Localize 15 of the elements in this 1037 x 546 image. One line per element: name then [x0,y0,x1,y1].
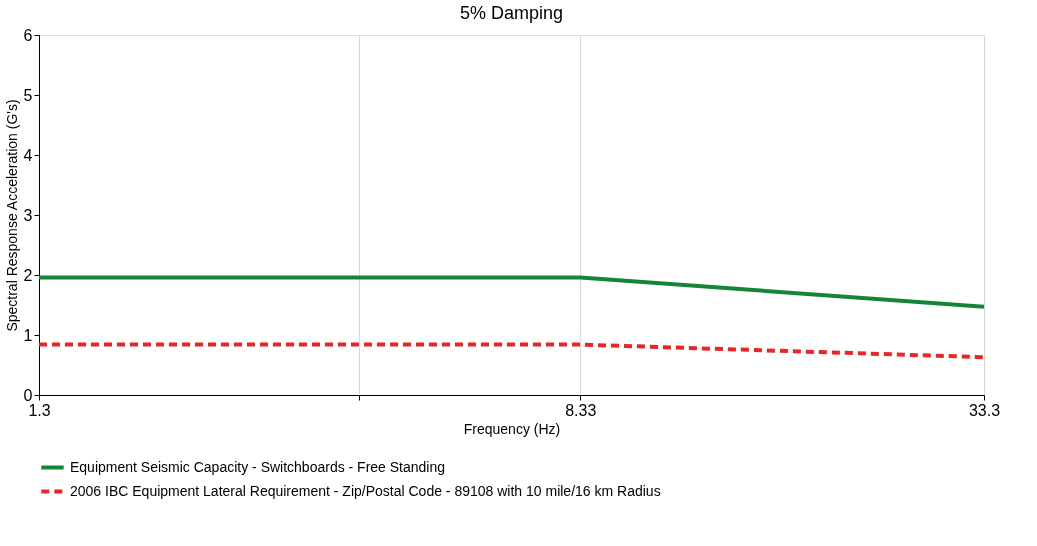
y-tick-label: 6 [23,26,33,44]
x-tick-label: 33.3 [968,401,1001,419]
x-tick-label: 1.3 [28,401,51,419]
y-tick-label: 3 [23,206,33,224]
y-tick-label: 0 [23,386,33,404]
y-axis-title: Spectral Response Acceleration (G's) [3,99,20,332]
y-tick-label: 4 [23,146,33,164]
legend-label: 2006 IBC Equipment Lateral Requirement - Zip/Postal Code - 89108 with 10 mile/16 km Radius [70,482,661,499]
chart-title: 5% Damping [459,3,564,23]
y-tick-label: 2 [23,266,33,284]
y-tick-label: 5 [23,86,33,104]
y-tick-label: 1 [23,326,33,344]
legend-label: Equipment Seismic Capacity - Switchboards - Free Standing [70,458,446,475]
x-axis-title: Frequency (Hz) [463,420,561,437]
x-tick-label: 8.33 [565,401,597,419]
